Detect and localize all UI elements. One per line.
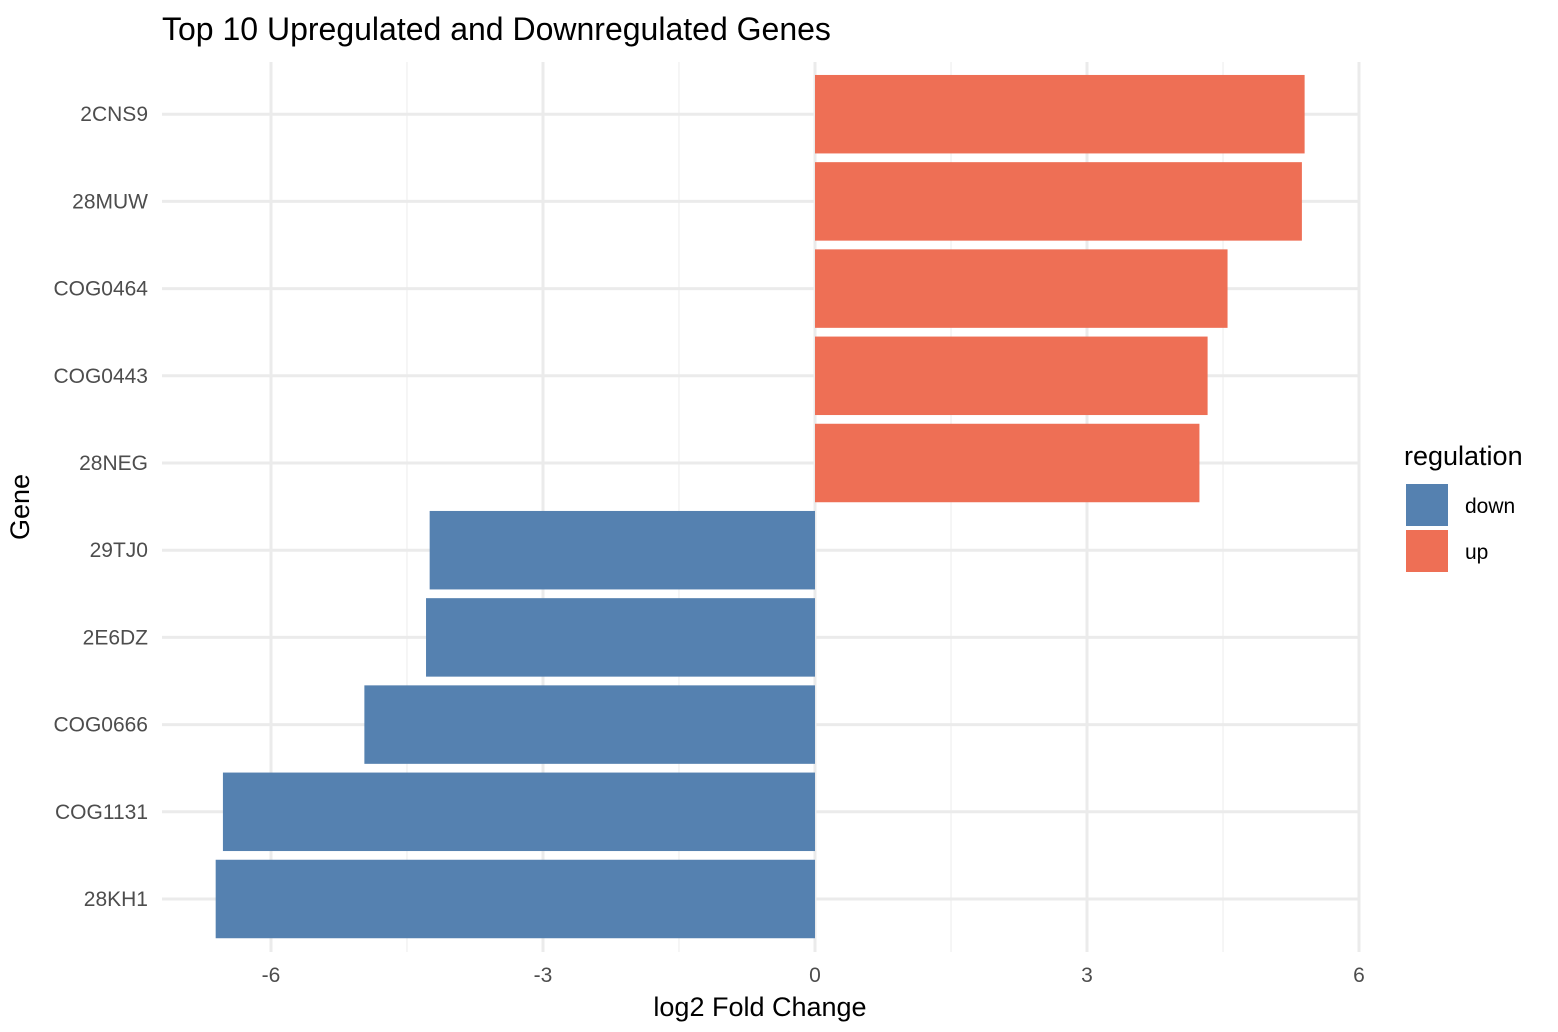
bar-2E6DZ [426, 598, 815, 677]
legend-key-up [1406, 530, 1448, 572]
y-tick-label: 2E6DZ [83, 626, 149, 649]
bar-COG1131 [222, 772, 815, 852]
legend-label: down [1465, 495, 1515, 518]
y-axis-title: Gene [5, 474, 35, 540]
bar-29TJ0 [429, 510, 815, 590]
legend: regulation down up [1404, 441, 1523, 572]
x-tick-labels: -6 -3 0 3 6 [262, 964, 1365, 987]
y-tick-label: 29TJ0 [90, 539, 148, 562]
bar-2CNS9 [815, 74, 1305, 154]
bar-COG0464 [815, 249, 1228, 328]
y-tick-label: COG1131 [55, 801, 148, 824]
y-tick-labels: 2CNS9 28MUW COG0464 COG0443 28NEG 29TJ0 2E6DZ C… [53, 103, 148, 911]
x-tick-label: -3 [534, 964, 553, 987]
x-axis-title: log2 Fold Change [653, 992, 866, 1022]
legend-key-down [1406, 484, 1448, 526]
y-tick-label: COG0464 [53, 278, 148, 301]
y-tick-label: 28KH1 [84, 888, 148, 911]
y-tick-label: COG0443 [53, 365, 148, 388]
bar-COG0666 [364, 685, 815, 764]
chart-title: Top 10 Upregulated and Downregulated Gen… [162, 11, 831, 47]
legend-title: regulation [1404, 441, 1523, 471]
y-tick-label: 28MUW [72, 190, 148, 213]
y-tick-label: 2CNS9 [80, 103, 148, 126]
x-tick-label: 3 [1081, 964, 1093, 987]
legend-label: up [1465, 541, 1488, 564]
bars [215, 74, 1305, 939]
bar-COG0443 [815, 336, 1208, 416]
bar-28KH1 [215, 859, 816, 939]
x-tick-label: -6 [262, 964, 281, 987]
bar-28MUW [815, 162, 1302, 241]
y-tick-label: COG0666 [53, 714, 148, 737]
x-tick-label: 0 [809, 964, 821, 987]
x-tick-label: 6 [1353, 964, 1365, 987]
bar-28NEG [815, 423, 1200, 503]
y-tick-label: 28NEG [79, 452, 148, 475]
